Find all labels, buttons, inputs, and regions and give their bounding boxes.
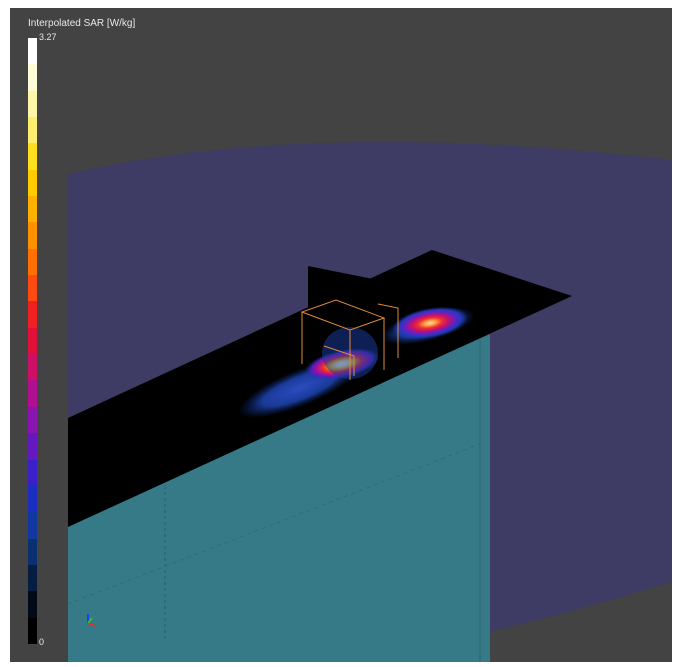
liquid-volume bbox=[68, 334, 490, 662]
colorbar-title: Interpolated SAR [W/kg] bbox=[28, 18, 136, 29]
colorbar-segment bbox=[28, 64, 37, 91]
colorbar-segment bbox=[28, 301, 37, 328]
colorbar-segment bbox=[28, 354, 37, 381]
liquid-dashed-line-2 bbox=[67, 443, 481, 605]
colorbar-segment bbox=[28, 169, 37, 197]
colorbar-segment bbox=[28, 117, 37, 144]
colorbar-segment bbox=[28, 327, 37, 355]
sar-hotspot-secondary bbox=[392, 306, 468, 340]
colorbar-segment bbox=[28, 433, 37, 460]
sar-scene bbox=[67, 142, 672, 662]
3d-viewport[interactable]: Interpolated SAR [W/kg] 3.27 0 bbox=[10, 8, 672, 662]
colorbar-segment bbox=[28, 143, 37, 170]
colorbar-segment bbox=[28, 248, 37, 276]
colorbar-segment bbox=[28, 275, 37, 302]
colorbar-segment bbox=[28, 485, 37, 513]
colorbar-segment bbox=[28, 459, 37, 486]
colorbar-max-label: 3.27 bbox=[39, 32, 57, 42]
colorbar bbox=[28, 38, 37, 644]
colorbar-segment bbox=[28, 90, 37, 118]
colorbar-segment bbox=[28, 196, 37, 223]
colorbar-segment bbox=[28, 406, 37, 434]
colorbar-segment bbox=[28, 564, 37, 592]
colorbar-segment bbox=[28, 538, 37, 565]
colorbar-segment bbox=[28, 222, 37, 249]
colorbar-min-label: 0 bbox=[39, 637, 45, 647]
colorbar-segment bbox=[28, 591, 37, 618]
colorbar-segment bbox=[28, 617, 37, 644]
antenna-wireframe bbox=[300, 299, 399, 380]
colorbar-segment bbox=[28, 512, 37, 539]
colorbar-segment bbox=[28, 38, 37, 65]
axis-triad bbox=[87, 614, 96, 627]
colorbar-segment bbox=[28, 380, 37, 407]
